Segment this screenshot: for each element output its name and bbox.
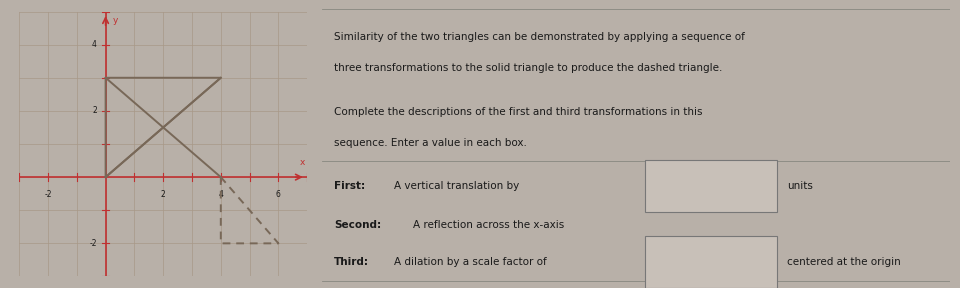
Text: sequence. Enter a value in each box.: sequence. Enter a value in each box. [334,138,527,148]
Text: A dilation by a scale factor of: A dilation by a scale factor of [394,257,546,267]
Text: First:: First: [334,181,366,191]
Text: x: x [300,158,305,167]
Text: Second:: Second: [334,220,381,230]
Text: 2: 2 [161,190,165,199]
Text: three transformations to the solid triangle to produce the dashed triangle.: three transformations to the solid trian… [334,63,723,73]
Text: 2: 2 [92,106,97,115]
Text: 4: 4 [92,40,97,49]
FancyBboxPatch shape [645,160,778,212]
Text: Complete the descriptions of the first and third transformations in this: Complete the descriptions of the first a… [334,107,703,117]
Text: y: y [113,16,118,26]
Text: -2: -2 [89,239,97,248]
Text: A reflection across the x-axis: A reflection across the x-axis [413,220,564,230]
Text: Third:: Third: [334,257,370,267]
Text: -2: -2 [44,190,52,199]
Text: 4: 4 [218,190,224,199]
FancyBboxPatch shape [645,236,778,288]
Text: A vertical translation by: A vertical translation by [394,181,519,191]
Text: units: units [787,181,813,191]
Text: centered at the origin: centered at the origin [787,257,900,267]
Text: Similarity of the two triangles can be demonstrated by applying a sequence of: Similarity of the two triangles can be d… [334,32,745,42]
Text: 6: 6 [276,190,281,199]
